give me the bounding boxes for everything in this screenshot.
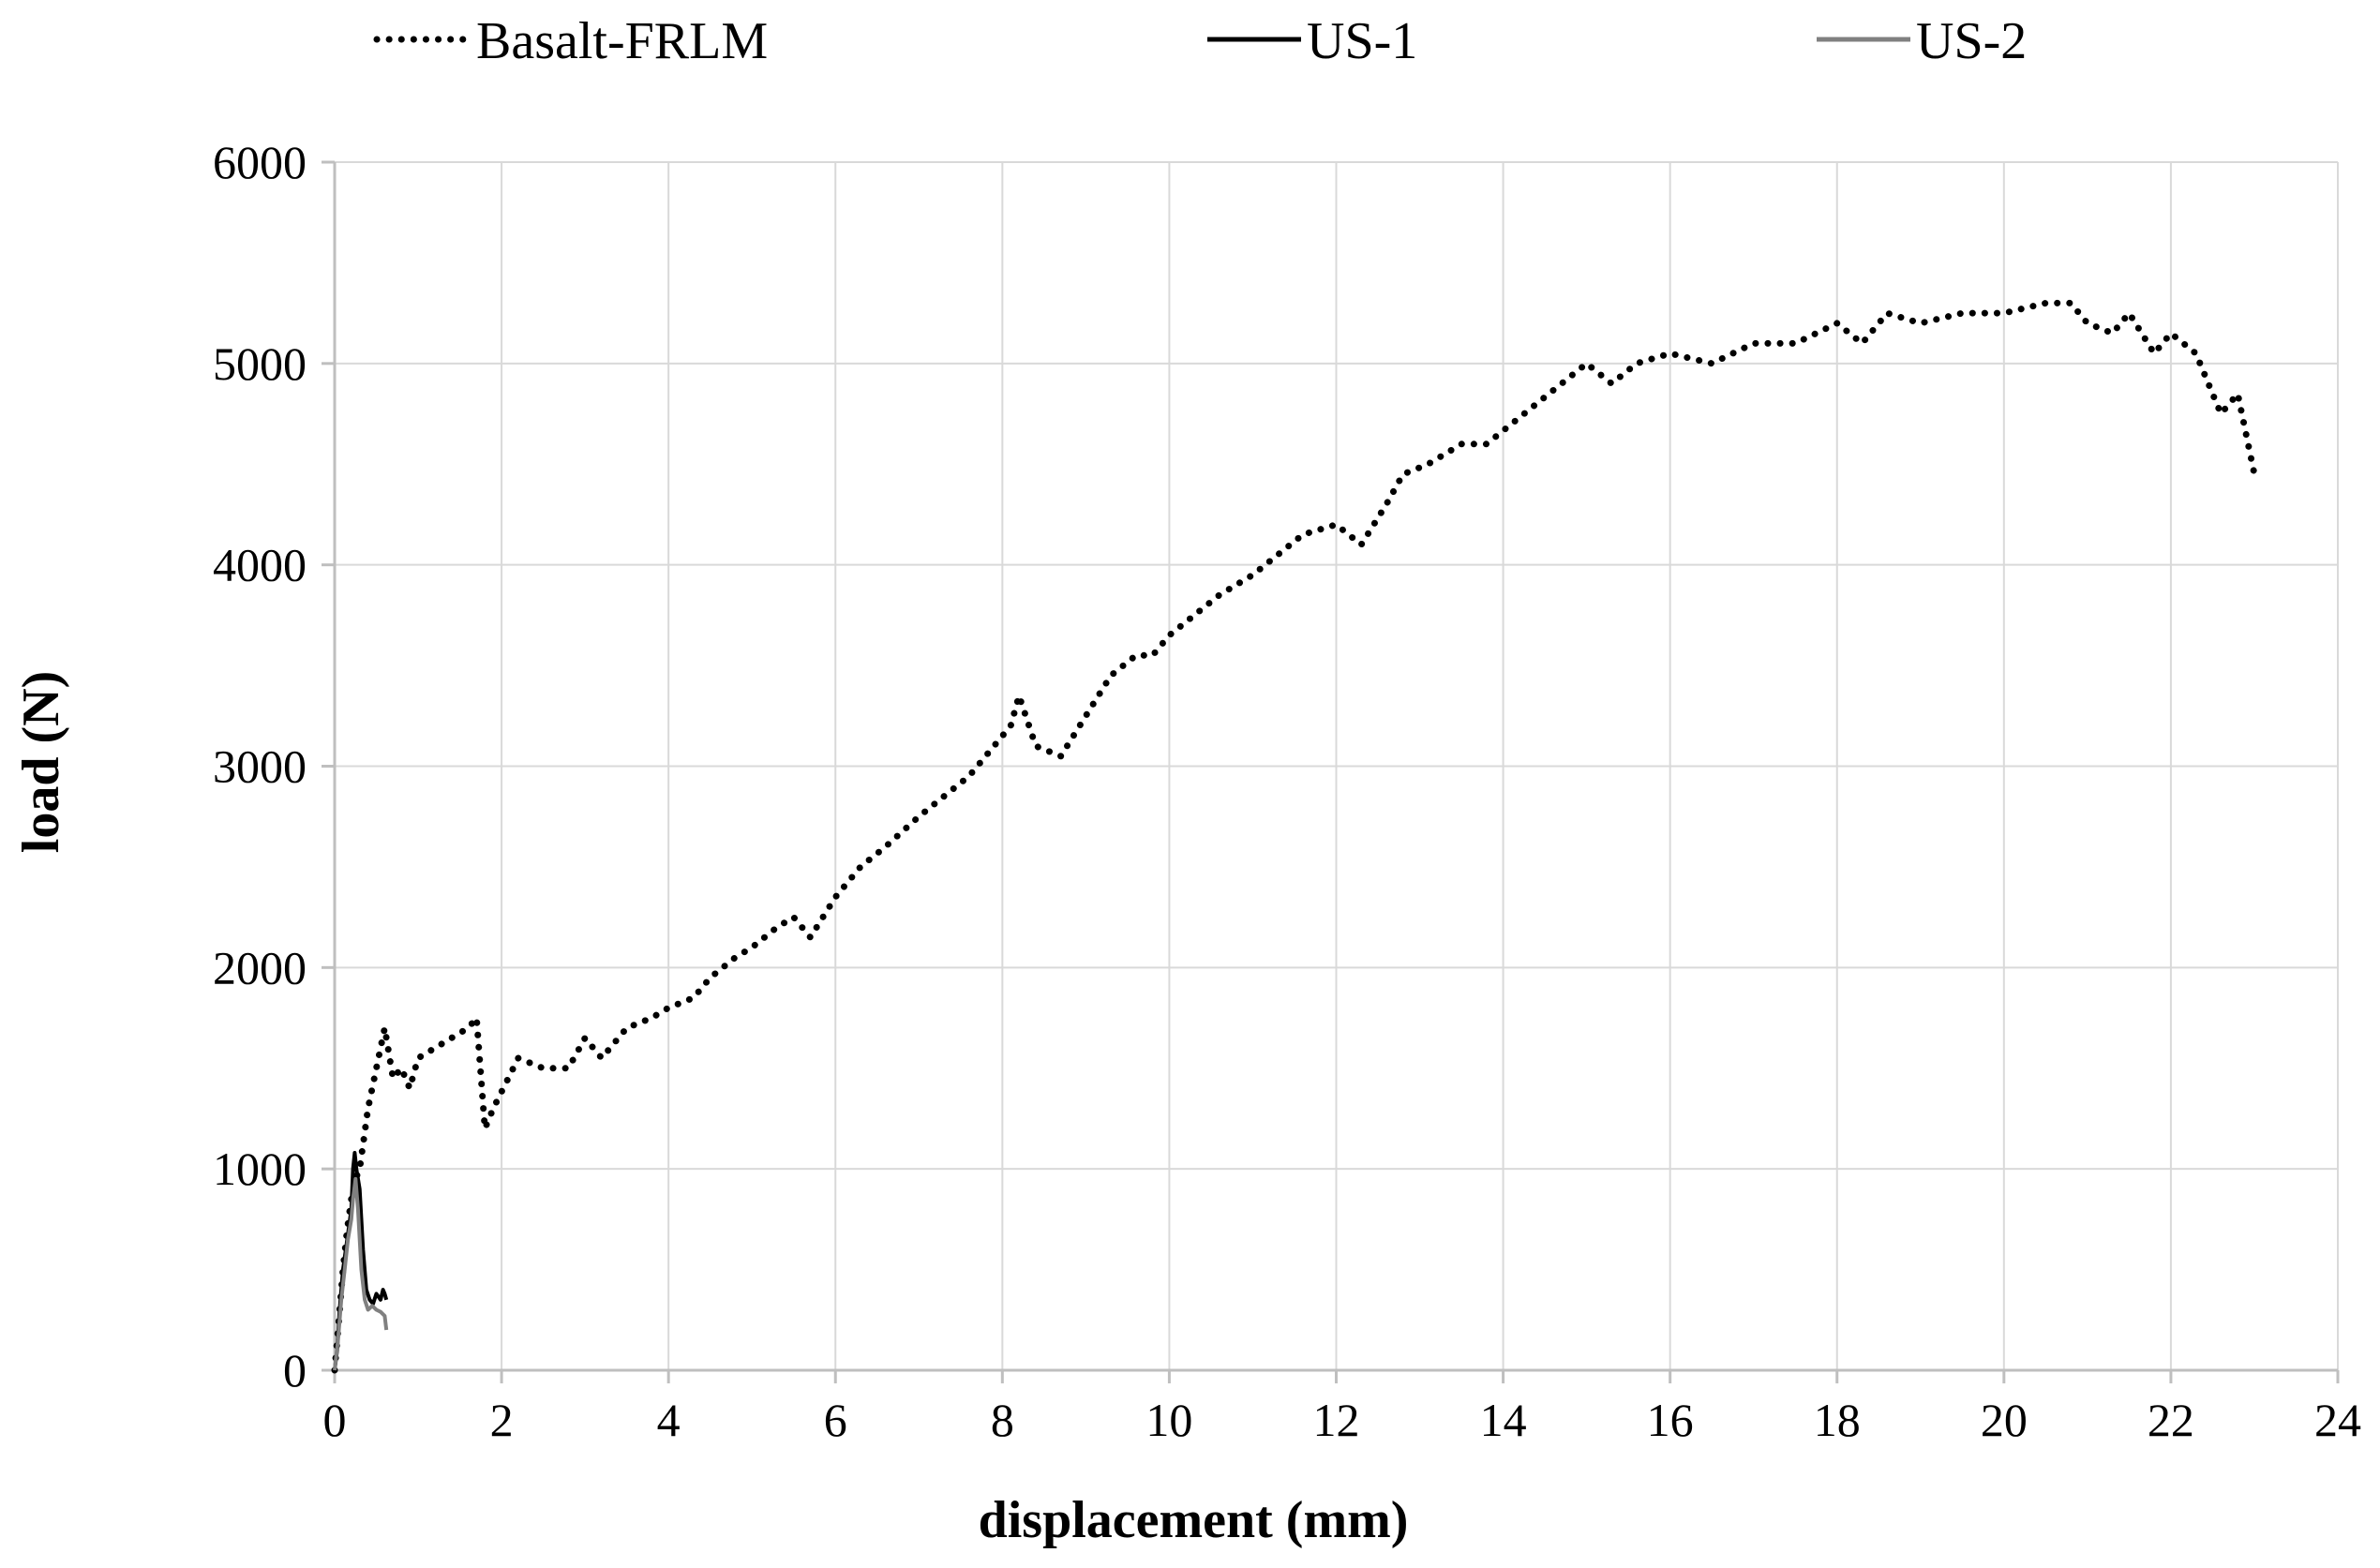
- series-line-us-2: [333, 1176, 389, 1371]
- y-tick-label: 5000: [213, 337, 307, 390]
- y-tick-label: 1000: [213, 1142, 307, 1195]
- x-tick-label: 16: [1647, 1394, 1694, 1446]
- x-tick-label: 14: [1480, 1394, 1527, 1446]
- y-tick-label: 4000: [213, 539, 307, 591]
- x-tick-label: 22: [2148, 1394, 2194, 1446]
- axes: [322, 160, 2340, 1383]
- series-line-basalt-frlm: [331, 299, 2258, 1374]
- legend-label: US-2: [1916, 12, 2027, 70]
- x-tick-label: 4: [657, 1394, 681, 1446]
- data-series: [331, 299, 2258, 1374]
- y-tick-label: 3000: [213, 740, 307, 793]
- x-axis-title: displacement (mm): [979, 1491, 1409, 1549]
- x-tick-label: 2: [490, 1394, 514, 1446]
- x-tick-label: 24: [2314, 1394, 2361, 1446]
- y-axis-title: load (N): [12, 671, 70, 853]
- x-tick-label: 10: [1145, 1394, 1192, 1446]
- x-tick-label: 6: [824, 1394, 847, 1446]
- tick-labels: 0 2 4 6 8 10 12 14 16 18 20 22 240100020003000400050…: [213, 136, 2361, 1446]
- legend-label: Basalt-FRLM: [476, 12, 768, 70]
- x-tick-label: 8: [991, 1394, 1014, 1446]
- x-tick-label: 0: [323, 1394, 347, 1446]
- y-tick-label: 0: [283, 1344, 307, 1396]
- legend-label: US-1: [1307, 12, 1417, 70]
- legend: Basalt-FRLM US-1 US-2: [373, 12, 2027, 70]
- y-tick-label: 2000: [213, 941, 307, 993]
- y-tick-label: 6000: [213, 136, 307, 188]
- x-tick-label: 18: [1814, 1394, 1861, 1446]
- x-tick-label: 12: [1313, 1394, 1360, 1446]
- grid: [335, 161, 2339, 1370]
- x-tick-label: 20: [1981, 1394, 2028, 1446]
